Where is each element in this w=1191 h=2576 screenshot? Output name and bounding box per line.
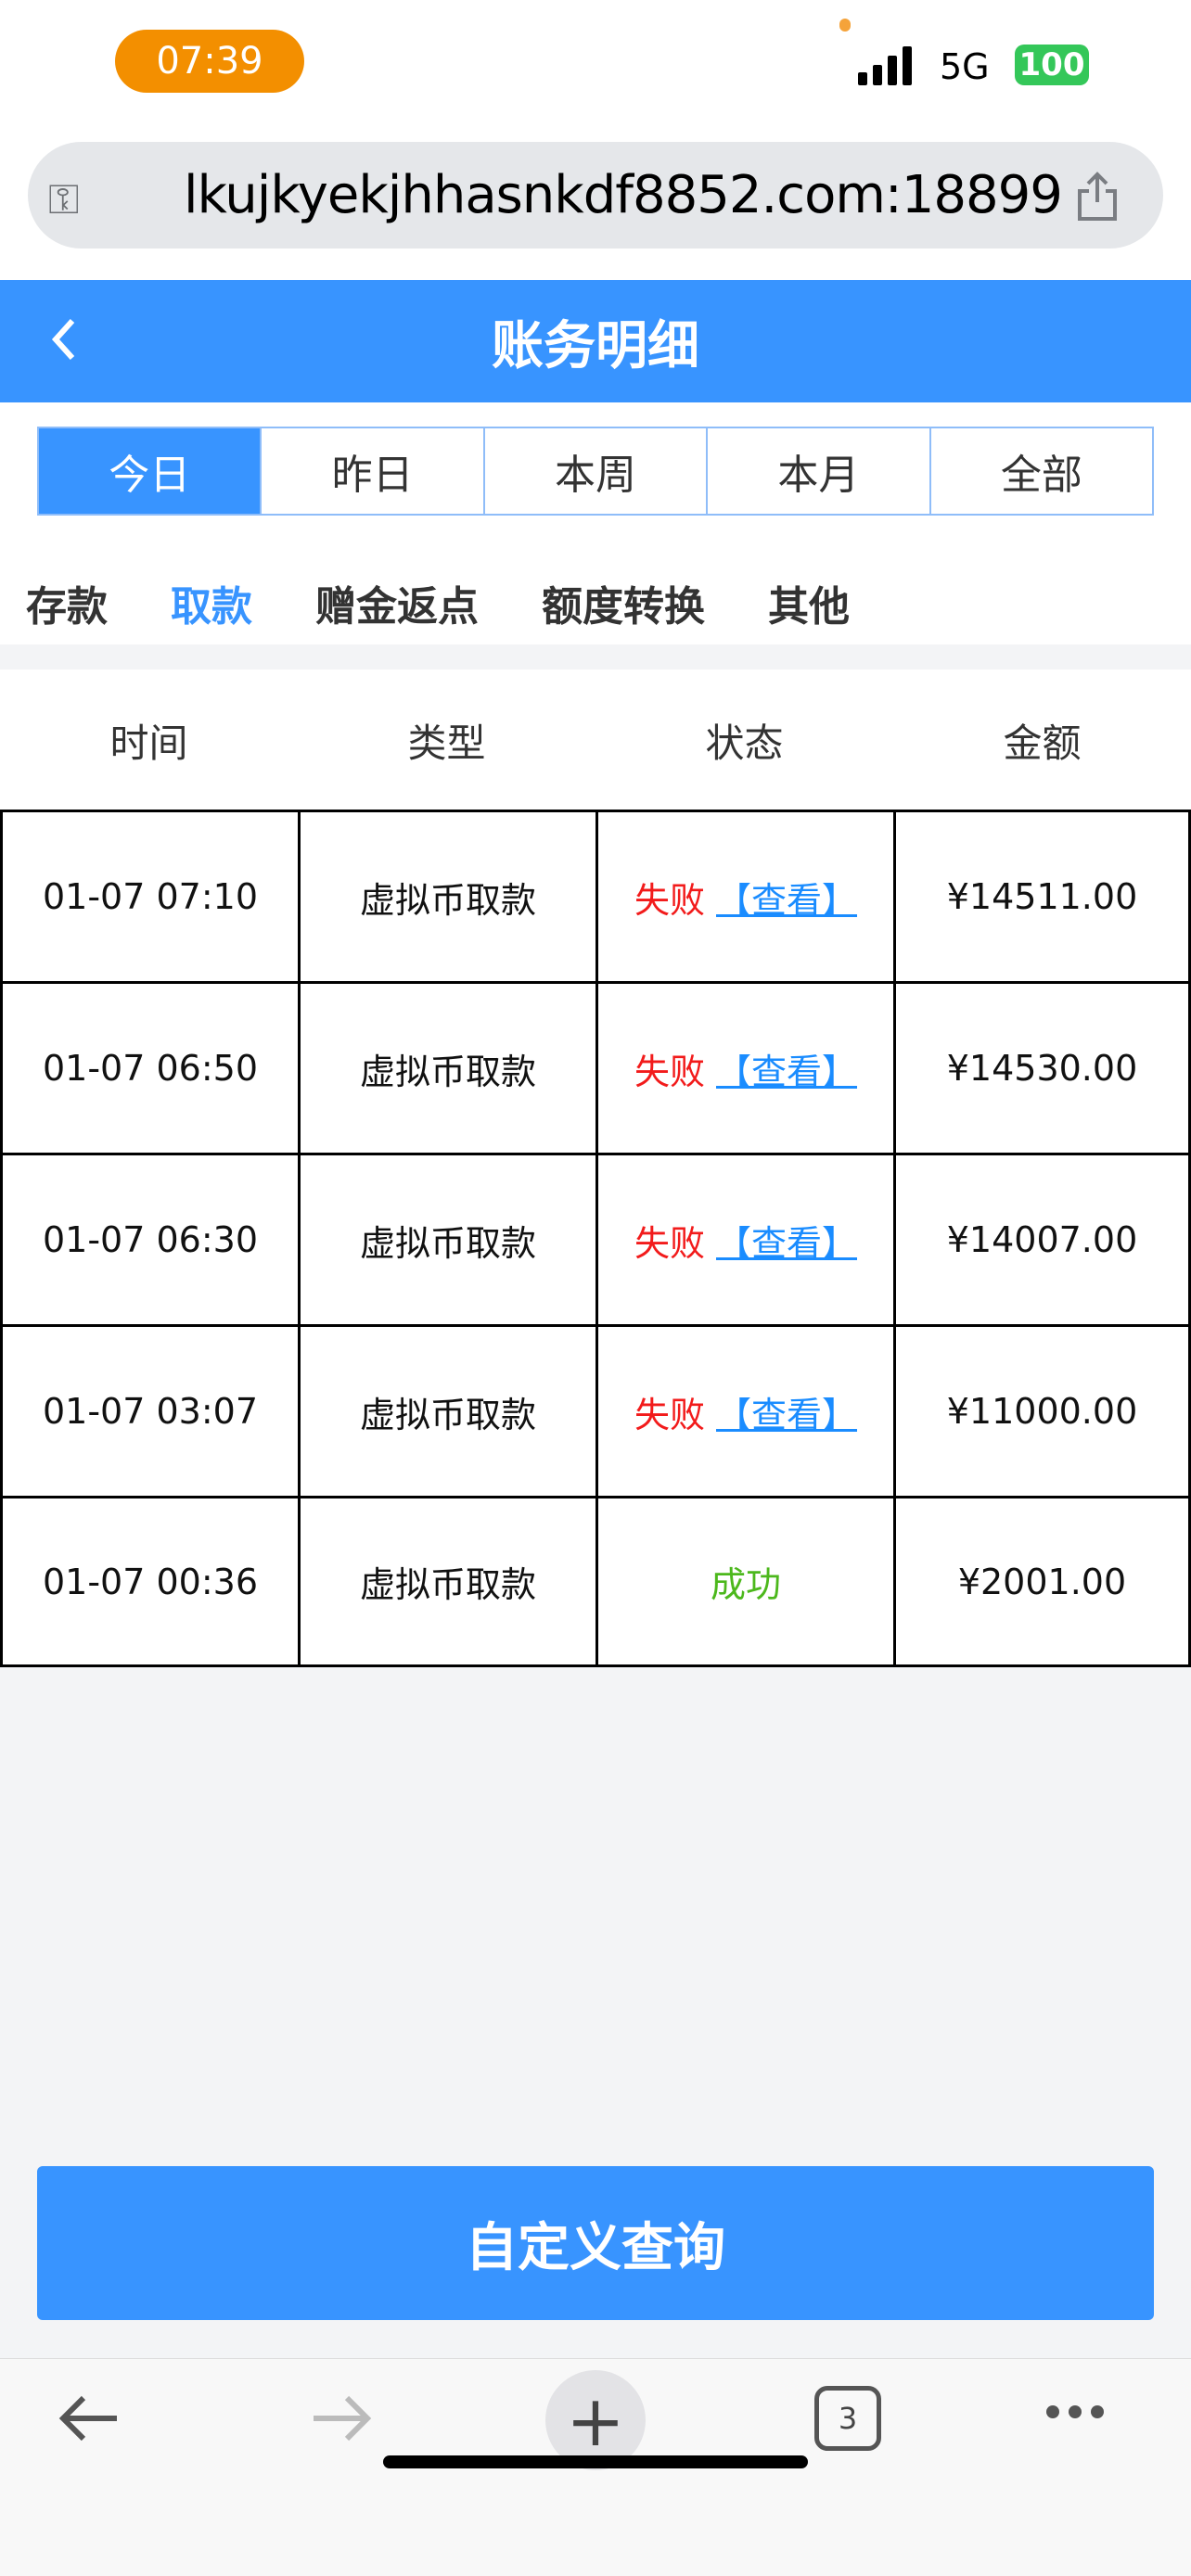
status-failed: 失败	[634, 1051, 705, 1092]
cell-time: 01-07 03:07	[0, 1327, 298, 1496]
battery-icon: 100	[1015, 45, 1089, 85]
cell-type: 虚拟币取款	[298, 812, 596, 981]
cell-status: 成功	[596, 1498, 893, 1664]
table-row: 01-07 06:50 虚拟币取款 失败 【查看】 ¥14530.00	[0, 981, 1191, 1153]
page-header	[0, 280, 1191, 402]
period-tab-week[interactable]: 本周	[482, 428, 707, 514]
home-indicator	[383, 2455, 808, 2468]
key-icon[interactable]: ⚿	[48, 176, 80, 223]
view-link[interactable]: 【查看】	[716, 1051, 858, 1092]
cell-type: 虚拟币取款	[298, 1327, 596, 1496]
view-link[interactable]: 【查看】	[716, 879, 858, 921]
period-tab-all[interactable]: 全部	[928, 428, 1153, 514]
cell-status: 失败 【查看】	[596, 1155, 893, 1324]
category-tab-deposit[interactable]: 存款	[26, 583, 108, 631]
cell-time: 01-07 06:30	[0, 1155, 298, 1324]
table-row: 01-07 06:30 虚拟币取款 失败 【查看】 ¥14007.00	[0, 1153, 1191, 1324]
forward-arrow-icon[interactable]	[308, 2392, 375, 2444]
privacy-indicator	[839, 19, 851, 32]
cell-type: 虚拟币取款	[298, 1155, 596, 1324]
period-tabs: 今日 昨日 本周 本月 全部	[37, 427, 1154, 516]
cell-amount: ¥14007.00	[893, 1155, 1191, 1324]
back-arrow-icon[interactable]	[56, 2392, 122, 2444]
status-failed: 失败	[634, 1222, 705, 1264]
period-tab-today[interactable]: 今日	[39, 428, 261, 514]
column-header-status: 状态	[705, 721, 784, 766]
table-row: 01-07 00:36 虚拟币取款 成功 ¥2001.00	[0, 1496, 1191, 1667]
cell-type: 虚拟币取款	[298, 1498, 596, 1664]
cell-amount: ¥14530.00	[893, 984, 1191, 1153]
custom-query-button[interactable]: 自定义查询	[37, 2166, 1154, 2320]
network-label: 5G	[940, 46, 990, 87]
table-row: 01-07 07:10 虚拟币取款 失败 【查看】 ¥14511.00	[0, 810, 1191, 981]
status-time: 07:39	[115, 30, 304, 93]
cell-type: 虚拟币取款	[298, 984, 596, 1153]
cell-amount: ¥2001.00	[893, 1498, 1191, 1664]
category-tab-bonus[interactable]: 赠金返点	[315, 583, 479, 631]
category-tab-transfer[interactable]: 额度转换	[542, 583, 705, 631]
cell-status: 失败 【查看】	[596, 1327, 893, 1496]
cell-amount: ¥11000.00	[893, 1327, 1191, 1496]
column-header-time: 时间	[109, 721, 188, 766]
period-tab-yesterday[interactable]: 昨日	[260, 428, 483, 514]
view-link[interactable]: 【查看】	[716, 1222, 858, 1264]
status-failed: 失败	[634, 879, 705, 921]
view-link[interactable]: 【查看】	[716, 1394, 858, 1435]
column-header-amount: 金额	[1003, 721, 1082, 766]
share-icon[interactable]	[1074, 171, 1121, 223]
cell-time: 01-07 06:50	[0, 984, 298, 1153]
cell-amount: ¥14511.00	[893, 812, 1191, 981]
back-chevron-icon[interactable]	[45, 312, 82, 367]
address-bar[interactable]	[28, 142, 1163, 249]
table-header: 时间 类型 状态 金额	[0, 670, 1191, 811]
more-icon[interactable]	[1046, 2405, 1104, 2418]
records-table: 01-07 07:10 虚拟币取款 失败 【查看】 ¥14511.00 01-07 …	[0, 810, 1191, 1667]
category-tabs: 存款 取款 赠金返点 额度转换 其他	[26, 573, 913, 632]
cell-status: 失败 【查看】	[596, 812, 893, 981]
cell-time: 01-07 07:10	[0, 812, 298, 981]
cell-time: 01-07 00:36	[0, 1498, 298, 1664]
url-text[interactable]: lkujkyekjhhasnkdf8852.com:18899	[184, 165, 1063, 225]
tabs-button[interactable]: 3	[814, 2386, 881, 2451]
signal-icon	[858, 45, 912, 85]
page-title: 账务明细	[492, 315, 699, 376]
period-tab-month[interactable]: 本月	[706, 428, 929, 514]
cell-status: 失败 【查看】	[596, 984, 893, 1153]
status-success: 成功	[710, 1564, 781, 1605]
category-tab-withdraw[interactable]: 取款	[171, 583, 252, 631]
table-row: 01-07 03:07 虚拟币取款 失败 【查看】 ¥11000.00	[0, 1324, 1191, 1496]
new-tab-plus-icon[interactable]: +	[545, 2370, 646, 2470]
column-header-type: 类型	[407, 721, 486, 766]
category-tab-other[interactable]: 其他	[768, 583, 850, 631]
status-failed: 失败	[634, 1394, 705, 1435]
